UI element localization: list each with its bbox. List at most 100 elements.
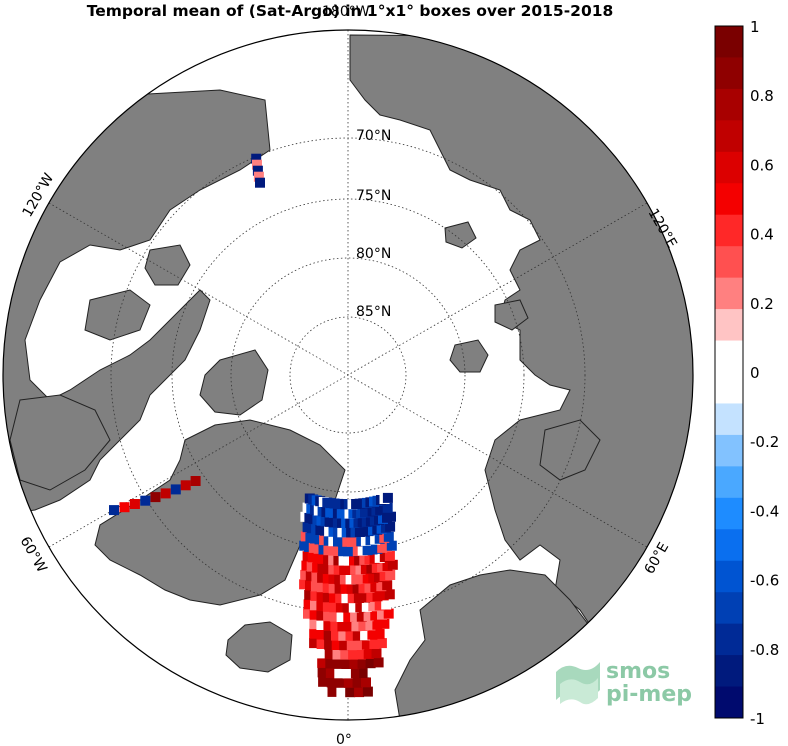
data-cell bbox=[354, 555, 365, 566]
meridian-120w-60e bbox=[48, 202, 648, 548]
data-cell bbox=[360, 630, 371, 641]
colorbar-block bbox=[715, 88, 743, 121]
data-cell bbox=[371, 562, 382, 573]
data-cell bbox=[366, 592, 377, 602]
data-cell bbox=[344, 621, 355, 632]
colorbar-block bbox=[715, 529, 743, 562]
data-cell bbox=[351, 621, 362, 632]
logo-waves-icon-inner bbox=[560, 678, 598, 705]
data-cell bbox=[328, 564, 339, 575]
data-cell bbox=[302, 551, 313, 562]
data-cell bbox=[328, 573, 339, 584]
lat-label-75: 75°N bbox=[356, 188, 391, 204]
colorbar-tick-label: 1 bbox=[750, 18, 760, 36]
data-cell bbox=[316, 629, 327, 640]
data-cell bbox=[338, 555, 349, 566]
lat-label-85: 85°N bbox=[356, 304, 391, 320]
colorbar-tick-label: 0.8 bbox=[750, 87, 774, 105]
logo-line1: smos bbox=[606, 659, 670, 684]
colorbar-tick-label: -0.6 bbox=[750, 572, 779, 590]
data-cell bbox=[371, 648, 382, 659]
data-cell bbox=[324, 639, 335, 650]
data-cell bbox=[252, 159, 262, 170]
parallel-85 bbox=[289, 316, 407, 434]
data-cell bbox=[323, 620, 334, 631]
data-cell bbox=[344, 565, 355, 575]
data-cell bbox=[316, 639, 327, 649]
data-cell bbox=[333, 555, 344, 566]
data-cell bbox=[318, 676, 329, 687]
data-cell bbox=[330, 621, 341, 632]
data-cell bbox=[362, 686, 373, 697]
lon-label-180w: 180°W bbox=[322, 4, 370, 20]
colorbar-block bbox=[715, 655, 743, 688]
colorbar-tick-label: 0.4 bbox=[750, 226, 774, 244]
data-cell bbox=[382, 502, 393, 513]
data-cell bbox=[382, 580, 393, 591]
data-cell bbox=[324, 649, 335, 659]
data-cell bbox=[307, 552, 318, 563]
data-cell bbox=[363, 648, 374, 659]
data-cell bbox=[345, 574, 356, 585]
data-cell bbox=[339, 640, 350, 651]
data-cell bbox=[309, 619, 320, 630]
colorbar-tick-label: -0.4 bbox=[750, 502, 779, 520]
data-cell bbox=[350, 611, 361, 622]
data-cell bbox=[370, 582, 381, 593]
colorbar-tick-label: 0 bbox=[750, 364, 760, 382]
lon-label-0: 0° bbox=[336, 732, 352, 746]
data-cell bbox=[338, 630, 349, 641]
colorbar-block bbox=[715, 340, 743, 373]
data-cell bbox=[364, 582, 375, 593]
data-cell bbox=[329, 592, 339, 603]
data-cell bbox=[372, 591, 383, 602]
colorbar-block bbox=[715, 592, 743, 625]
smos-logo: smos pi-mep bbox=[556, 659, 692, 707]
data-cell bbox=[374, 552, 385, 563]
data-cell bbox=[365, 620, 376, 631]
data-cell bbox=[328, 555, 339, 566]
data-cell bbox=[364, 554, 375, 565]
data-cell bbox=[348, 649, 359, 660]
data-cell bbox=[326, 677, 337, 688]
data-cell bbox=[354, 687, 365, 698]
data-cell bbox=[322, 601, 333, 612]
lat-label-70: 70°N bbox=[356, 128, 391, 144]
data-cell bbox=[346, 640, 357, 651]
colorbar-block bbox=[715, 183, 743, 216]
colorbar-block bbox=[715, 560, 743, 593]
data-cell bbox=[317, 667, 328, 678]
data-cell bbox=[332, 649, 343, 660]
data-cell bbox=[374, 572, 384, 583]
colorbar-block bbox=[715, 623, 743, 656]
data-cell bbox=[360, 564, 371, 575]
data-cell bbox=[377, 562, 388, 572]
data-cell bbox=[316, 648, 327, 659]
data-cell bbox=[355, 649, 366, 660]
data-cell bbox=[306, 561, 317, 572]
colorbar bbox=[715, 26, 743, 719]
data-cell bbox=[251, 153, 262, 164]
data-cell bbox=[317, 657, 328, 668]
data-cell bbox=[357, 574, 367, 584]
data-cell bbox=[339, 565, 350, 575]
data-cell bbox=[337, 621, 348, 632]
land-banks bbox=[144, 244, 191, 286]
data-cell bbox=[350, 564, 361, 575]
data-cell bbox=[340, 649, 351, 660]
data-cell bbox=[333, 658, 344, 669]
data-cell bbox=[382, 492, 393, 503]
data-cell bbox=[354, 640, 365, 650]
data-cell bbox=[333, 564, 344, 575]
data-cell bbox=[381, 599, 392, 610]
data-cell bbox=[356, 611, 367, 622]
colorbar-block bbox=[715, 277, 743, 310]
colorbar-block bbox=[715, 434, 743, 467]
data-cell bbox=[311, 572, 322, 582]
data-cell bbox=[378, 590, 389, 601]
colorbar-block bbox=[715, 372, 743, 404]
data-cell bbox=[336, 687, 347, 698]
colorbar-tick-label: -1 bbox=[750, 710, 765, 728]
data-cell bbox=[355, 564, 366, 575]
data-cell bbox=[325, 658, 336, 669]
